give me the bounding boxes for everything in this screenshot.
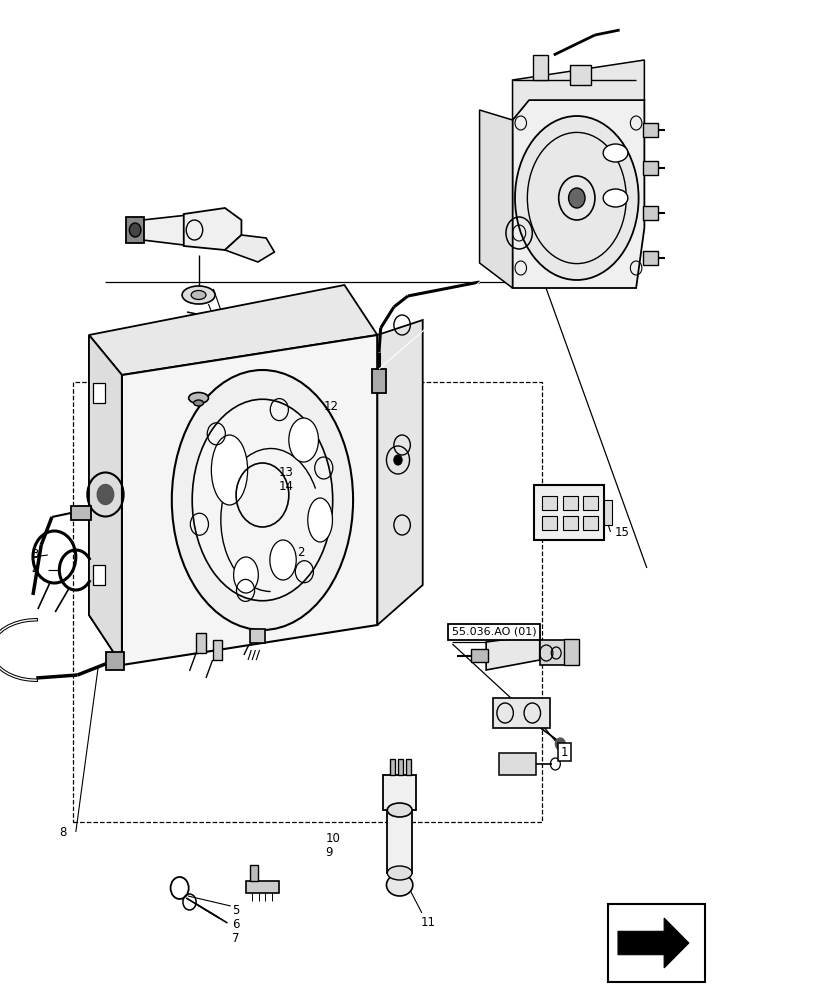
- Bar: [246, 881, 279, 893]
- Bar: [608, 904, 705, 982]
- Bar: [93, 383, 105, 403]
- Polygon shape: [618, 918, 689, 968]
- Bar: [643, 161, 658, 175]
- Polygon shape: [513, 100, 644, 288]
- Polygon shape: [122, 335, 377, 665]
- Bar: [93, 565, 105, 585]
- Text: 15: 15: [615, 526, 630, 538]
- Bar: [471, 649, 488, 662]
- Ellipse shape: [211, 435, 247, 505]
- Polygon shape: [89, 335, 122, 665]
- Bar: [563, 516, 578, 530]
- Bar: [542, 496, 557, 510]
- Text: 11: 11: [420, 916, 435, 930]
- Text: 9: 9: [325, 846, 333, 858]
- Ellipse shape: [194, 400, 204, 406]
- Bar: [533, 55, 548, 80]
- Bar: [406, 759, 411, 775]
- Bar: [542, 516, 557, 530]
- Ellipse shape: [172, 370, 353, 630]
- Bar: [564, 639, 579, 665]
- Polygon shape: [377, 320, 423, 625]
- Ellipse shape: [386, 874, 413, 896]
- Bar: [583, 516, 598, 530]
- Text: 1: 1: [560, 746, 569, 758]
- Bar: [372, 369, 386, 393]
- Text: 55.036.AO (01): 55.036.AO (01): [452, 627, 536, 637]
- Bar: [534, 485, 604, 540]
- Bar: [604, 500, 612, 525]
- Text: 7: 7: [232, 932, 240, 946]
- Bar: [126, 217, 144, 243]
- Ellipse shape: [182, 286, 215, 304]
- Ellipse shape: [308, 498, 333, 542]
- Bar: [250, 629, 265, 643]
- Bar: [73, 382, 542, 822]
- Circle shape: [394, 455, 402, 465]
- Text: 2: 2: [297, 546, 304, 558]
- Ellipse shape: [515, 116, 639, 280]
- Circle shape: [569, 188, 585, 208]
- Text: 4: 4: [31, 564, 39, 576]
- Ellipse shape: [603, 189, 628, 207]
- Bar: [499, 753, 536, 775]
- Text: 6: 6: [232, 918, 240, 932]
- Polygon shape: [513, 60, 644, 120]
- Polygon shape: [480, 110, 513, 288]
- Polygon shape: [225, 235, 274, 262]
- Ellipse shape: [189, 392, 208, 403]
- Bar: [196, 633, 206, 653]
- Bar: [213, 640, 222, 660]
- Ellipse shape: [387, 866, 412, 880]
- Ellipse shape: [192, 399, 333, 601]
- Bar: [71, 506, 91, 520]
- Circle shape: [555, 738, 565, 750]
- Circle shape: [129, 223, 141, 237]
- Polygon shape: [89, 285, 377, 375]
- Text: 3: 3: [31, 548, 39, 562]
- Bar: [398, 759, 403, 775]
- Bar: [643, 251, 658, 265]
- Bar: [540, 640, 569, 665]
- Text: 10: 10: [325, 832, 340, 844]
- Bar: [563, 496, 578, 510]
- Polygon shape: [89, 335, 122, 665]
- Circle shape: [97, 485, 114, 504]
- Bar: [643, 206, 658, 220]
- Ellipse shape: [234, 557, 259, 593]
- Bar: [493, 698, 550, 728]
- Ellipse shape: [387, 803, 412, 817]
- Bar: [250, 865, 258, 881]
- Polygon shape: [143, 215, 188, 245]
- Text: 8: 8: [59, 826, 67, 838]
- Ellipse shape: [603, 144, 628, 162]
- Text: 13: 13: [279, 466, 293, 479]
- Ellipse shape: [288, 418, 318, 462]
- Bar: [383, 775, 416, 810]
- Bar: [387, 810, 412, 873]
- Ellipse shape: [191, 290, 206, 299]
- Bar: [570, 65, 591, 85]
- Ellipse shape: [270, 540, 297, 580]
- Bar: [643, 123, 658, 137]
- Bar: [390, 759, 395, 775]
- Polygon shape: [486, 635, 540, 670]
- Bar: [583, 496, 598, 510]
- Text: 14: 14: [279, 480, 293, 492]
- Bar: [106, 652, 124, 670]
- Text: 5: 5: [232, 904, 240, 918]
- Text: 12: 12: [324, 399, 339, 412]
- Polygon shape: [184, 208, 241, 250]
